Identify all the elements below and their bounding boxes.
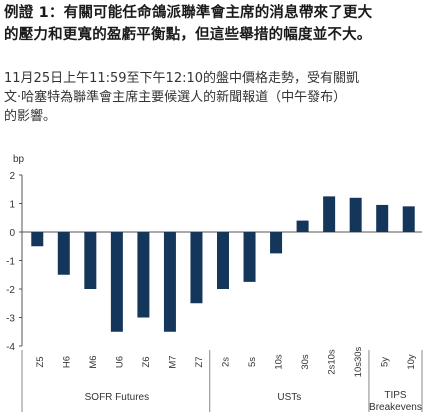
y-tick-label: 1: [9, 200, 15, 211]
bar-10y: [402, 206, 415, 232]
y-tick-label: -3: [6, 314, 15, 325]
group-label: USTs: [277, 392, 301, 403]
bar-m6: [84, 232, 97, 289]
y-tick-label: 2: [9, 171, 15, 182]
x-tick-label: 2s: [221, 357, 232, 367]
bar-5s: [243, 232, 256, 282]
figure-heading: 例證 1：有關可能任命鴿派聯準會主席的消息帶來了更大 的壓力和更寬的盈虧平衡點，…: [4, 2, 430, 46]
figure-subtitle: 11月25日上午11:59至下午12:10的盤中價格走勢，受有關凱 文·哈塞特為…: [4, 69, 430, 126]
bar-10s30s: [349, 197, 362, 232]
bar-5y: [376, 204, 389, 232]
bar-z7: [190, 232, 203, 304]
x-tick-label: 2s10s: [327, 349, 338, 375]
figure-subtitle-line-3: 的影響。: [4, 109, 57, 124]
group-label: TIPS: [384, 390, 407, 401]
group-label: SOFR Futures: [85, 392, 149, 403]
figure-heading-line-2: 的壓力和更寬的盈虧平衡點，但這些舉措的幅度並不大。: [4, 27, 372, 43]
bar-10s: [270, 232, 283, 254]
x-tick-label: 10s: [274, 354, 285, 370]
y-tick-label: 0: [9, 228, 15, 239]
x-tick-label: 5s: [247, 357, 258, 367]
x-tick-label: H6: [61, 356, 72, 368]
y-tick-label: -4: [6, 342, 15, 353]
bar-2s: [217, 232, 229, 289]
figure-subtitle-line-1: 11月25日上午11:59至下午12:10的盤中價格走勢，受有關凱: [4, 71, 360, 86]
x-tick-label: 10s30s: [353, 346, 364, 377]
x-tick-label: Z5: [35, 356, 46, 367]
y-axis-unit-label: bp: [13, 154, 25, 165]
figure-subtitle-line-2: 文·哈塞特為聯準會主席主要候選人的新聞報道（中午發布）: [4, 90, 347, 105]
x-tick-label: U6: [114, 356, 125, 368]
bar-h6: [57, 232, 70, 275]
x-tick-label: 30s: [300, 354, 311, 370]
x-tick-label: M7: [167, 355, 178, 368]
bar-u6: [110, 232, 123, 332]
bar-m7: [163, 232, 176, 332]
figure-heading-line-1: 例證 1：有關可能任命鴿派聯準會主席的消息帶來了更大: [4, 5, 373, 21]
x-tick-label: 10y: [406, 354, 417, 370]
group-label: Breakevens: [369, 402, 422, 413]
bar-z6: [137, 232, 150, 318]
x-tick-label: Z7: [194, 356, 205, 367]
y-tick-label: -1: [6, 257, 15, 268]
bar-z5: [31, 232, 44, 247]
y-tick-label: -2: [6, 285, 15, 296]
bar-2s10s: [323, 196, 336, 232]
bar-30s: [296, 220, 309, 232]
x-tick-label: 5y: [380, 357, 391, 367]
x-tick-label: M6: [88, 355, 99, 368]
x-tick-label: Z6: [141, 356, 152, 367]
